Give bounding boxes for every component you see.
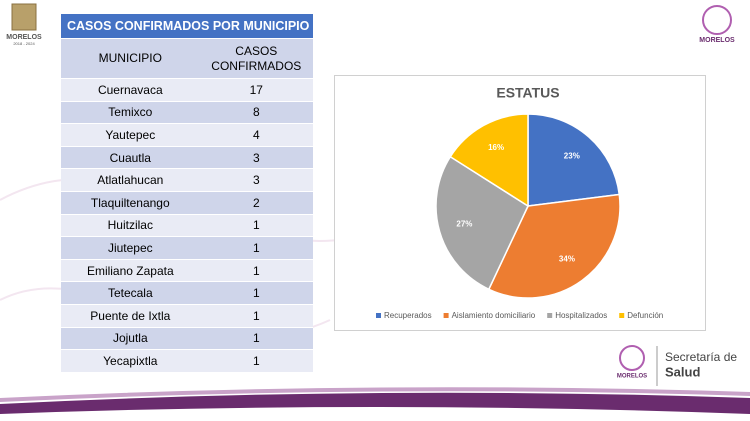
table-row: Tetecala 1 [61, 281, 313, 305]
legend-swatch [619, 313, 625, 318]
municipality: Cuernavaca [61, 78, 200, 102]
data-label: 27% [456, 220, 472, 229]
column-header: MUNICIPIO [61, 38, 200, 79]
pie-slice [527, 113, 621, 207]
legend-swatch [443, 313, 449, 318]
municipality: Atlatlahucan [61, 168, 200, 192]
municipality: Puente de Ixtla [61, 304, 200, 328]
case-count: 1 [199, 214, 313, 238]
right-logo-text: MORELOS [699, 37, 735, 44]
municipality: Jojutla [61, 327, 200, 351]
table-row: Cuautla 3 [61, 146, 313, 170]
municipality: Emiliano Zapata [61, 259, 200, 283]
table-row: Tlaquiltenango 2 [61, 191, 313, 215]
legend-label: Defunción [627, 311, 663, 320]
municipality: Yecapixtla [61, 349, 200, 373]
case-count: 1 [199, 281, 313, 305]
case-count: 1 [199, 304, 313, 328]
municipality: Yautepec [61, 123, 200, 147]
logo-text: MORELOS [6, 34, 42, 41]
legend-label: Hospitalizados [555, 311, 607, 320]
legend-swatch [376, 313, 381, 318]
column-header: CASOS CONFIRMADOS [199, 38, 313, 79]
logo-years: 2018 - 2024 [13, 41, 35, 46]
data-label: 23% [564, 151, 580, 160]
municipality: Jiutepec [61, 236, 200, 260]
municipality: Tlaquiltenango [61, 191, 200, 215]
table-row: Jojutla 1 [61, 327, 313, 351]
municipality: Huitzilac [61, 214, 200, 238]
table-title: CASOS CONFIRMADOS POR MUNICIPIO [61, 14, 313, 39]
data-label: 34% [559, 255, 575, 264]
case-count: 1 [199, 236, 313, 260]
case-count: 8 [199, 101, 313, 125]
legend-swatch [547, 313, 553, 318]
table-row: Puente de Ixtla 1 [61, 304, 313, 328]
municipality: Temixco [61, 101, 200, 125]
pie-slice [449, 113, 529, 208]
case-count: 1 [199, 349, 313, 373]
chart: ESTATUS 23% 34% 27% 16% Recuperados Aislamien… [334, 75, 706, 331]
table-row: Jiutepec 1 [61, 236, 313, 260]
table-row: Emiliano Zapata 1 [61, 259, 313, 283]
table-row: Yautepec 4 [61, 123, 313, 147]
municipality: Tetecala [61, 281, 200, 305]
case-count: 2 [199, 191, 313, 215]
table-row: Yecapixtla 1 [61, 349, 313, 373]
case-count: 1 [199, 259, 313, 283]
footer-line2: Salud [665, 364, 700, 379]
cases-table: CASOS CONFIRMADOS POR MUNICIPIO MUNICIPI… [61, 14, 313, 373]
data-label: 16% [488, 143, 504, 152]
table-row: Atlatlahucan 3 [61, 168, 313, 192]
table-row: Huitzilac 1 [61, 214, 313, 238]
footer-line1: Secretaría de [665, 350, 737, 364]
table-row: Cuernavaca 17 [61, 78, 313, 102]
case-count: 3 [199, 146, 313, 170]
case-count: 17 [199, 78, 313, 102]
case-count: 4 [199, 123, 313, 147]
table-row: Temixco 8 [61, 101, 313, 125]
footer-logo-text: MORELOS [617, 374, 647, 380]
municipality: Cuautla [61, 146, 200, 170]
case-count: 3 [199, 168, 313, 192]
legend-label: Recuperados [384, 311, 432, 320]
pie-slice [435, 155, 529, 291]
chart-title: ESTATUS [496, 85, 559, 101]
case-count: 1 [199, 327, 313, 351]
legend-label: Aislamiento domiciliario [452, 311, 536, 320]
